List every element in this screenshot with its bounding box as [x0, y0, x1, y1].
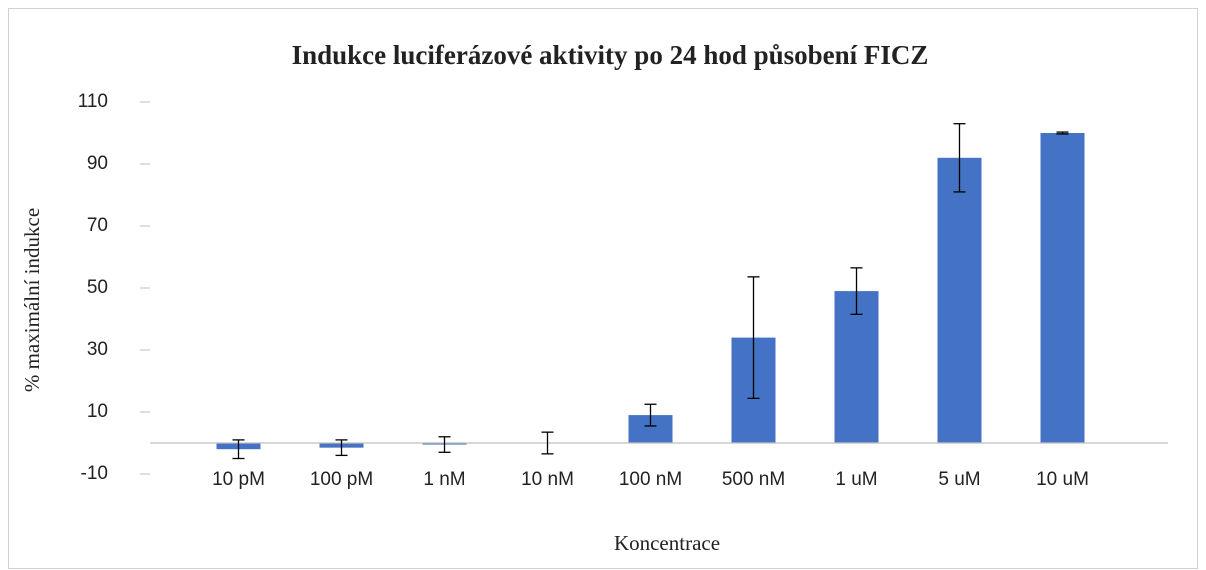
- bar: [937, 157, 982, 444]
- x-tick-label: 10 pM: [212, 469, 265, 490]
- x-tick-label: 10 uM: [1036, 469, 1089, 490]
- error-bar: [953, 123, 966, 193]
- error-bar: [850, 267, 863, 316]
- chart-title: Indukce luciferázové aktivity po 24 hod …: [292, 40, 929, 70]
- y-axis-title: % maximální indukce: [20, 208, 44, 392]
- y-tick-label: 10: [87, 401, 108, 422]
- y-tick-label: 30: [87, 339, 108, 360]
- y-tick-label: 110: [78, 91, 108, 112]
- chart-border: [8, 8, 1198, 569]
- y-tick-label: 50: [87, 277, 108, 298]
- x-tick-label: 1 uM: [835, 469, 877, 490]
- bar: [1040, 133, 1085, 443]
- x-tick-label: 500 nM: [722, 469, 785, 490]
- error-bar: [747, 276, 760, 400]
- x-tick-label: 1 nM: [423, 469, 465, 490]
- error-bar: [232, 439, 245, 460]
- y-tick-label: -10: [81, 463, 108, 484]
- x-tick-label: 5 uM: [938, 469, 980, 490]
- bar: [834, 291, 879, 443]
- x-axis-title: Koncentrace: [614, 531, 720, 555]
- y-tick-label: 70: [87, 215, 108, 236]
- error-bar: [644, 403, 657, 427]
- x-tick-label: 100 nM: [619, 469, 682, 490]
- error-bar: [541, 431, 554, 455]
- error-bar: [335, 439, 348, 457]
- x-tick-label: 100 pM: [310, 469, 373, 490]
- x-tick-label: 10 nM: [521, 469, 574, 490]
- error-bar: [1056, 131, 1069, 135]
- y-tick-label: 90: [87, 153, 108, 174]
- error-bar: [438, 436, 451, 453]
